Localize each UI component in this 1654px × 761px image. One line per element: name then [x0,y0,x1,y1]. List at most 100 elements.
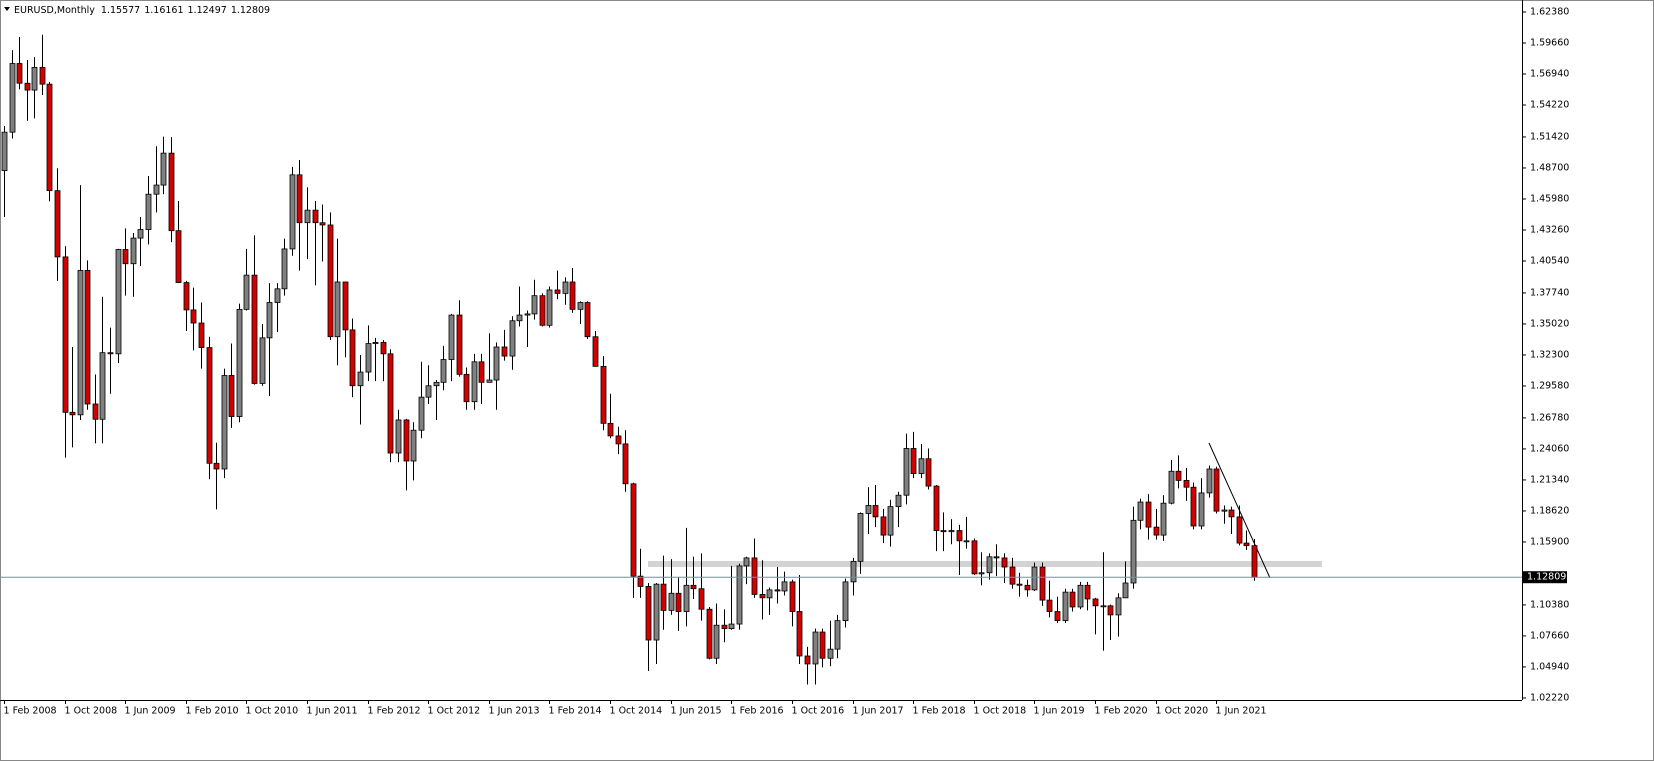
y-tick-label: 1.07660 [1530,630,1569,641]
body [168,152,175,232]
body [99,352,106,420]
body [433,381,440,387]
body [1168,470,1175,504]
menu-arrow[interactable] [4,7,10,11]
body [228,375,235,417]
body [539,295,546,326]
x-tick-label: 1 Jun 2013 [489,706,540,717]
body [1016,583,1023,586]
body [683,584,690,612]
body [986,556,993,574]
body [380,342,387,355]
body [774,589,781,592]
y-tick-label: 1.37740 [1530,287,1569,298]
y-tick-label: 1.29580 [1530,380,1569,391]
body [668,592,675,611]
body [1221,509,1228,512]
body [706,608,713,659]
body [334,281,341,338]
body [872,505,879,518]
x-tick-label: 1 Feb 2016 [731,706,784,717]
y-tick-label: 1.35020 [1530,318,1569,329]
body [600,365,607,424]
y-tick-label: 1.51420 [1530,131,1569,142]
body [1183,479,1190,488]
body [584,302,591,338]
body [365,343,372,373]
body [1160,502,1167,536]
body [1130,519,1137,584]
body [637,575,644,587]
body [387,353,394,454]
body [766,589,773,599]
body [615,435,622,445]
body [493,346,500,381]
body [296,174,303,224]
x-tick-label: 1 Jun 2009 [125,706,176,717]
body [440,359,447,383]
x-tick-label: 1 Jun 2017 [853,706,904,717]
body [531,295,538,315]
body [1175,470,1182,481]
high: 1.16161 [144,5,183,16]
body [1228,509,1235,518]
body [448,314,455,360]
x-tick-label: 1 Feb 2014 [549,706,602,717]
x-tick-label: 1 Oct 2018 [974,706,1027,717]
x-tick-label: 1 Oct 2012 [428,706,481,717]
body [54,190,61,258]
x-tick-label: 1 Jun 2019 [1034,706,1085,717]
x-tick-label: 1 Oct 2014 [610,706,663,717]
body [160,152,167,186]
body [1039,566,1046,601]
body [92,403,99,420]
body [1084,584,1091,600]
body [562,281,569,294]
body [630,483,637,577]
body [804,655,811,665]
body [1054,611,1061,622]
y-tick-label: 1.54220 [1530,100,1569,111]
body [622,443,629,485]
y-tick-label: 1.21340 [1530,474,1569,485]
body [486,379,493,383]
body [425,385,432,398]
body [1031,566,1038,591]
body [39,66,46,85]
body [1024,584,1031,591]
body [721,624,728,630]
body [796,611,803,657]
body [940,530,947,533]
body [418,396,425,431]
body [319,222,326,226]
body [221,375,228,470]
x-tick-label: 1 Oct 2010 [246,706,299,717]
body [198,322,205,348]
x-tick-label: 1 Feb 2008 [4,706,57,717]
bid-label: 1.12809 [1527,572,1566,583]
body [1251,545,1258,578]
candles [1,34,1258,685]
body [251,274,258,384]
body [865,505,872,514]
body [463,373,470,403]
body [1206,468,1213,494]
body [1190,486,1197,527]
body [948,530,955,533]
body [46,83,53,192]
body [478,361,485,383]
body [130,237,137,265]
body [213,462,220,470]
body [1137,501,1144,521]
body [653,583,660,641]
body [895,494,902,508]
body [857,513,864,562]
y-tick-label: 1.45980 [1530,193,1569,204]
body [690,584,697,590]
body [993,556,1000,559]
body [910,448,917,474]
body [24,82,31,91]
body [789,581,796,612]
body [925,458,932,487]
